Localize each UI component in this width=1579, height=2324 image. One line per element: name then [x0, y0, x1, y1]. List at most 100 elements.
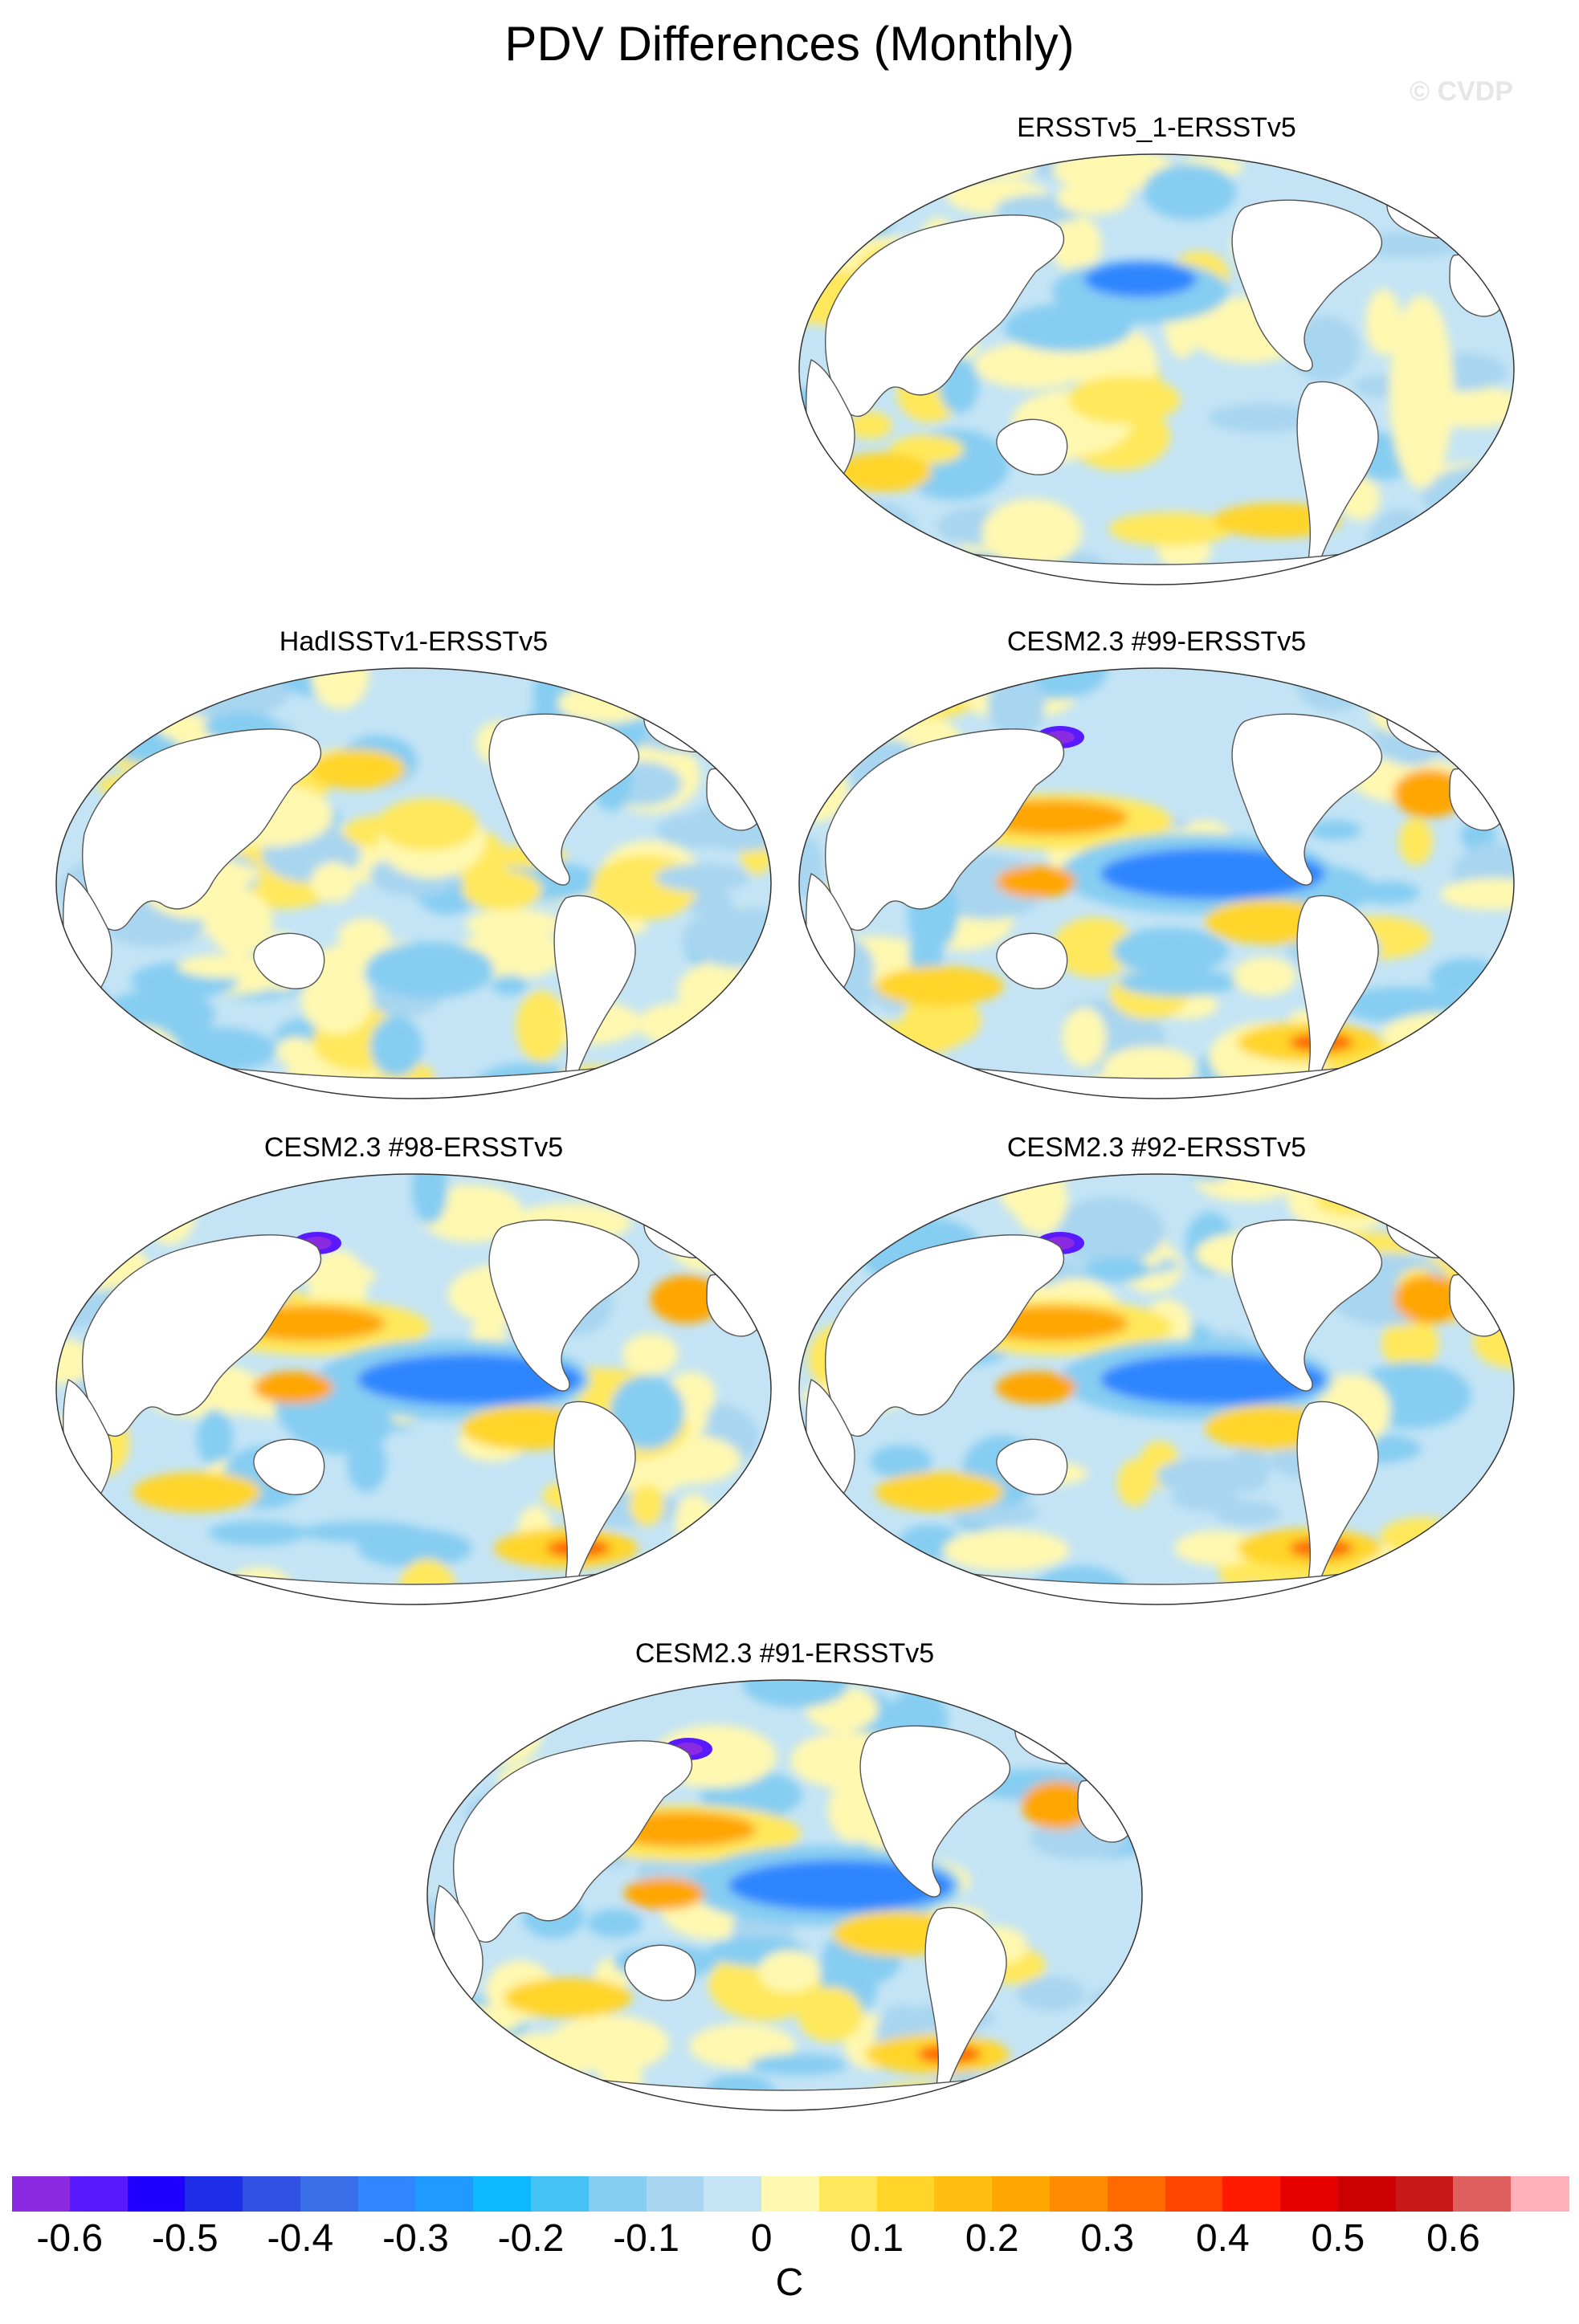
anomaly-patch [1052, 917, 1136, 978]
anomaly-patch [851, 1068, 919, 1099]
anomaly-patch [1084, 1257, 1150, 1282]
anomaly-patch [847, 545, 918, 576]
colorbar-box [1453, 2176, 1512, 2212]
anomaly-patch [870, 1445, 932, 1478]
anomaly-patch [875, 966, 1004, 1006]
anomaly-patch [56, 985, 91, 1044]
anomaly-patch [682, 907, 771, 968]
anomaly-patch [1207, 403, 1320, 433]
anomaly-patch [1448, 1038, 1483, 1099]
anomaly-patch [655, 863, 750, 892]
anomaly-patch [157, 668, 217, 691]
anomaly-patch [723, 1526, 769, 1557]
colorbar-box [1280, 2176, 1339, 2212]
land-mass [1231, 1219, 1382, 1392]
world-map [55, 667, 772, 1099]
colorbar-box [1107, 2176, 1166, 2212]
anomaly-patch [309, 749, 406, 789]
anomaly-patch [1068, 376, 1181, 424]
colorbar-tick-label: -0.3 [382, 2217, 449, 2260]
anomaly-patch [466, 1680, 588, 1724]
anomaly-patch [1055, 1197, 1165, 1266]
anomaly-patch [822, 216, 893, 239]
anomaly-patch [797, 1987, 863, 2042]
colorbar-box [1337, 2176, 1397, 2212]
map-panel-3: CESM2.3 #99-ERSSTv5 [795, 626, 1518, 1108]
anomaly-patch [968, 2093, 1008, 2110]
anomaly-patch [1143, 163, 1236, 220]
colorbar-box [876, 2176, 936, 2212]
land-mass [488, 713, 639, 886]
colorbar-box [646, 2176, 704, 2212]
anomaly-patch [1108, 2065, 1142, 2110]
anomaly-patch [667, 1199, 744, 1271]
colorbar-box [127, 2176, 186, 2212]
world-map [426, 1679, 1143, 2111]
anomaly-patch [1108, 512, 1234, 546]
land-mass [996, 1438, 1068, 1495]
anomaly-patch [871, 1573, 965, 1604]
land-mass [996, 932, 1068, 989]
colorbar-tick-label: 0.6 [1426, 2217, 1480, 2260]
anomaly-patch [651, 1275, 723, 1323]
anomaly-patch [253, 1372, 333, 1404]
anomaly-patch [993, 154, 1035, 177]
anomaly-patch [1380, 1517, 1467, 1555]
colorbar-tick-label: -0.6 [36, 2217, 104, 2260]
anomaly-patch [1117, 1459, 1153, 1507]
land-mass [253, 932, 325, 989]
anomaly-patch [207, 1520, 308, 1546]
anomaly-patch [365, 942, 494, 998]
anomaly-patch [128, 1000, 161, 1023]
anomaly-patch [1381, 1012, 1506, 1056]
anomaly-patch [1090, 1987, 1142, 2016]
anomaly-patch [57, 1183, 138, 1257]
anomaly-patch [879, 692, 971, 720]
colorbar-box [243, 2176, 301, 2212]
map-panel-4: CESM2.3 #98-ERSSTv5 [52, 1132, 775, 1614]
colorbar-box [761, 2176, 820, 2212]
anomaly-patch [337, 918, 390, 954]
anomaly-patch [1381, 1315, 1439, 1372]
colorbar-tick-label: 0.3 [1080, 2217, 1135, 2260]
anomaly-patch [675, 1494, 713, 1551]
anomaly-patch [56, 1225, 108, 1276]
anomaly-patch [377, 798, 479, 851]
land-mass [824, 214, 1065, 418]
anomaly-patch [799, 1258, 844, 1290]
map-border [55, 667, 772, 1099]
anomaly-patch [902, 993, 981, 1047]
colorbar-box [934, 2176, 993, 2212]
anomaly-patch [141, 1551, 179, 1598]
anomaly-patch [1118, 968, 1238, 997]
colorbar-box [992, 2176, 1051, 2212]
anomaly-patch [1399, 1195, 1514, 1235]
colorbar-box [1511, 2176, 1569, 2212]
anomaly-patch [1474, 1495, 1508, 1552]
panel-title: CESM2.3 #99-ERSSTv5 [1006, 626, 1307, 657]
anomaly-patch [736, 736, 771, 766]
anomaly-patch [830, 501, 918, 563]
anomaly-patch [1062, 1007, 1107, 1067]
page-title: PDV Differences (Monthly) [504, 17, 1075, 71]
map-border [798, 153, 1515, 585]
colorbar-tick-label: -0.2 [497, 2217, 565, 2260]
anomaly-patch [863, 546, 899, 585]
anomaly-patch [112, 1174, 222, 1214]
anomaly-patch [1466, 389, 1504, 411]
anomaly-patch [1174, 1530, 1260, 1566]
colorbar-box [588, 2176, 647, 2212]
map-panel-2: HadISSTv1-ERSSTv5 [52, 626, 775, 1108]
anomaly-patch [1017, 1976, 1086, 2012]
panel-title: HadISSTv1-ERSSTv5 [279, 626, 549, 657]
colorbar-box [1165, 2176, 1223, 2212]
colorbar-tick-label: 0.4 [1195, 2217, 1250, 2260]
land-mass [452, 1740, 693, 1943]
colorbar-box [818, 2176, 878, 2212]
anomaly-patch [144, 1580, 259, 1604]
anomaly-patch [1004, 304, 1132, 352]
land-mass [1231, 199, 1382, 372]
colorbar-tick-label: 0 [750, 2217, 773, 2260]
colorbar-tick-label: 0.1 [850, 2217, 904, 2260]
anomaly-patch [1051, 215, 1102, 274]
